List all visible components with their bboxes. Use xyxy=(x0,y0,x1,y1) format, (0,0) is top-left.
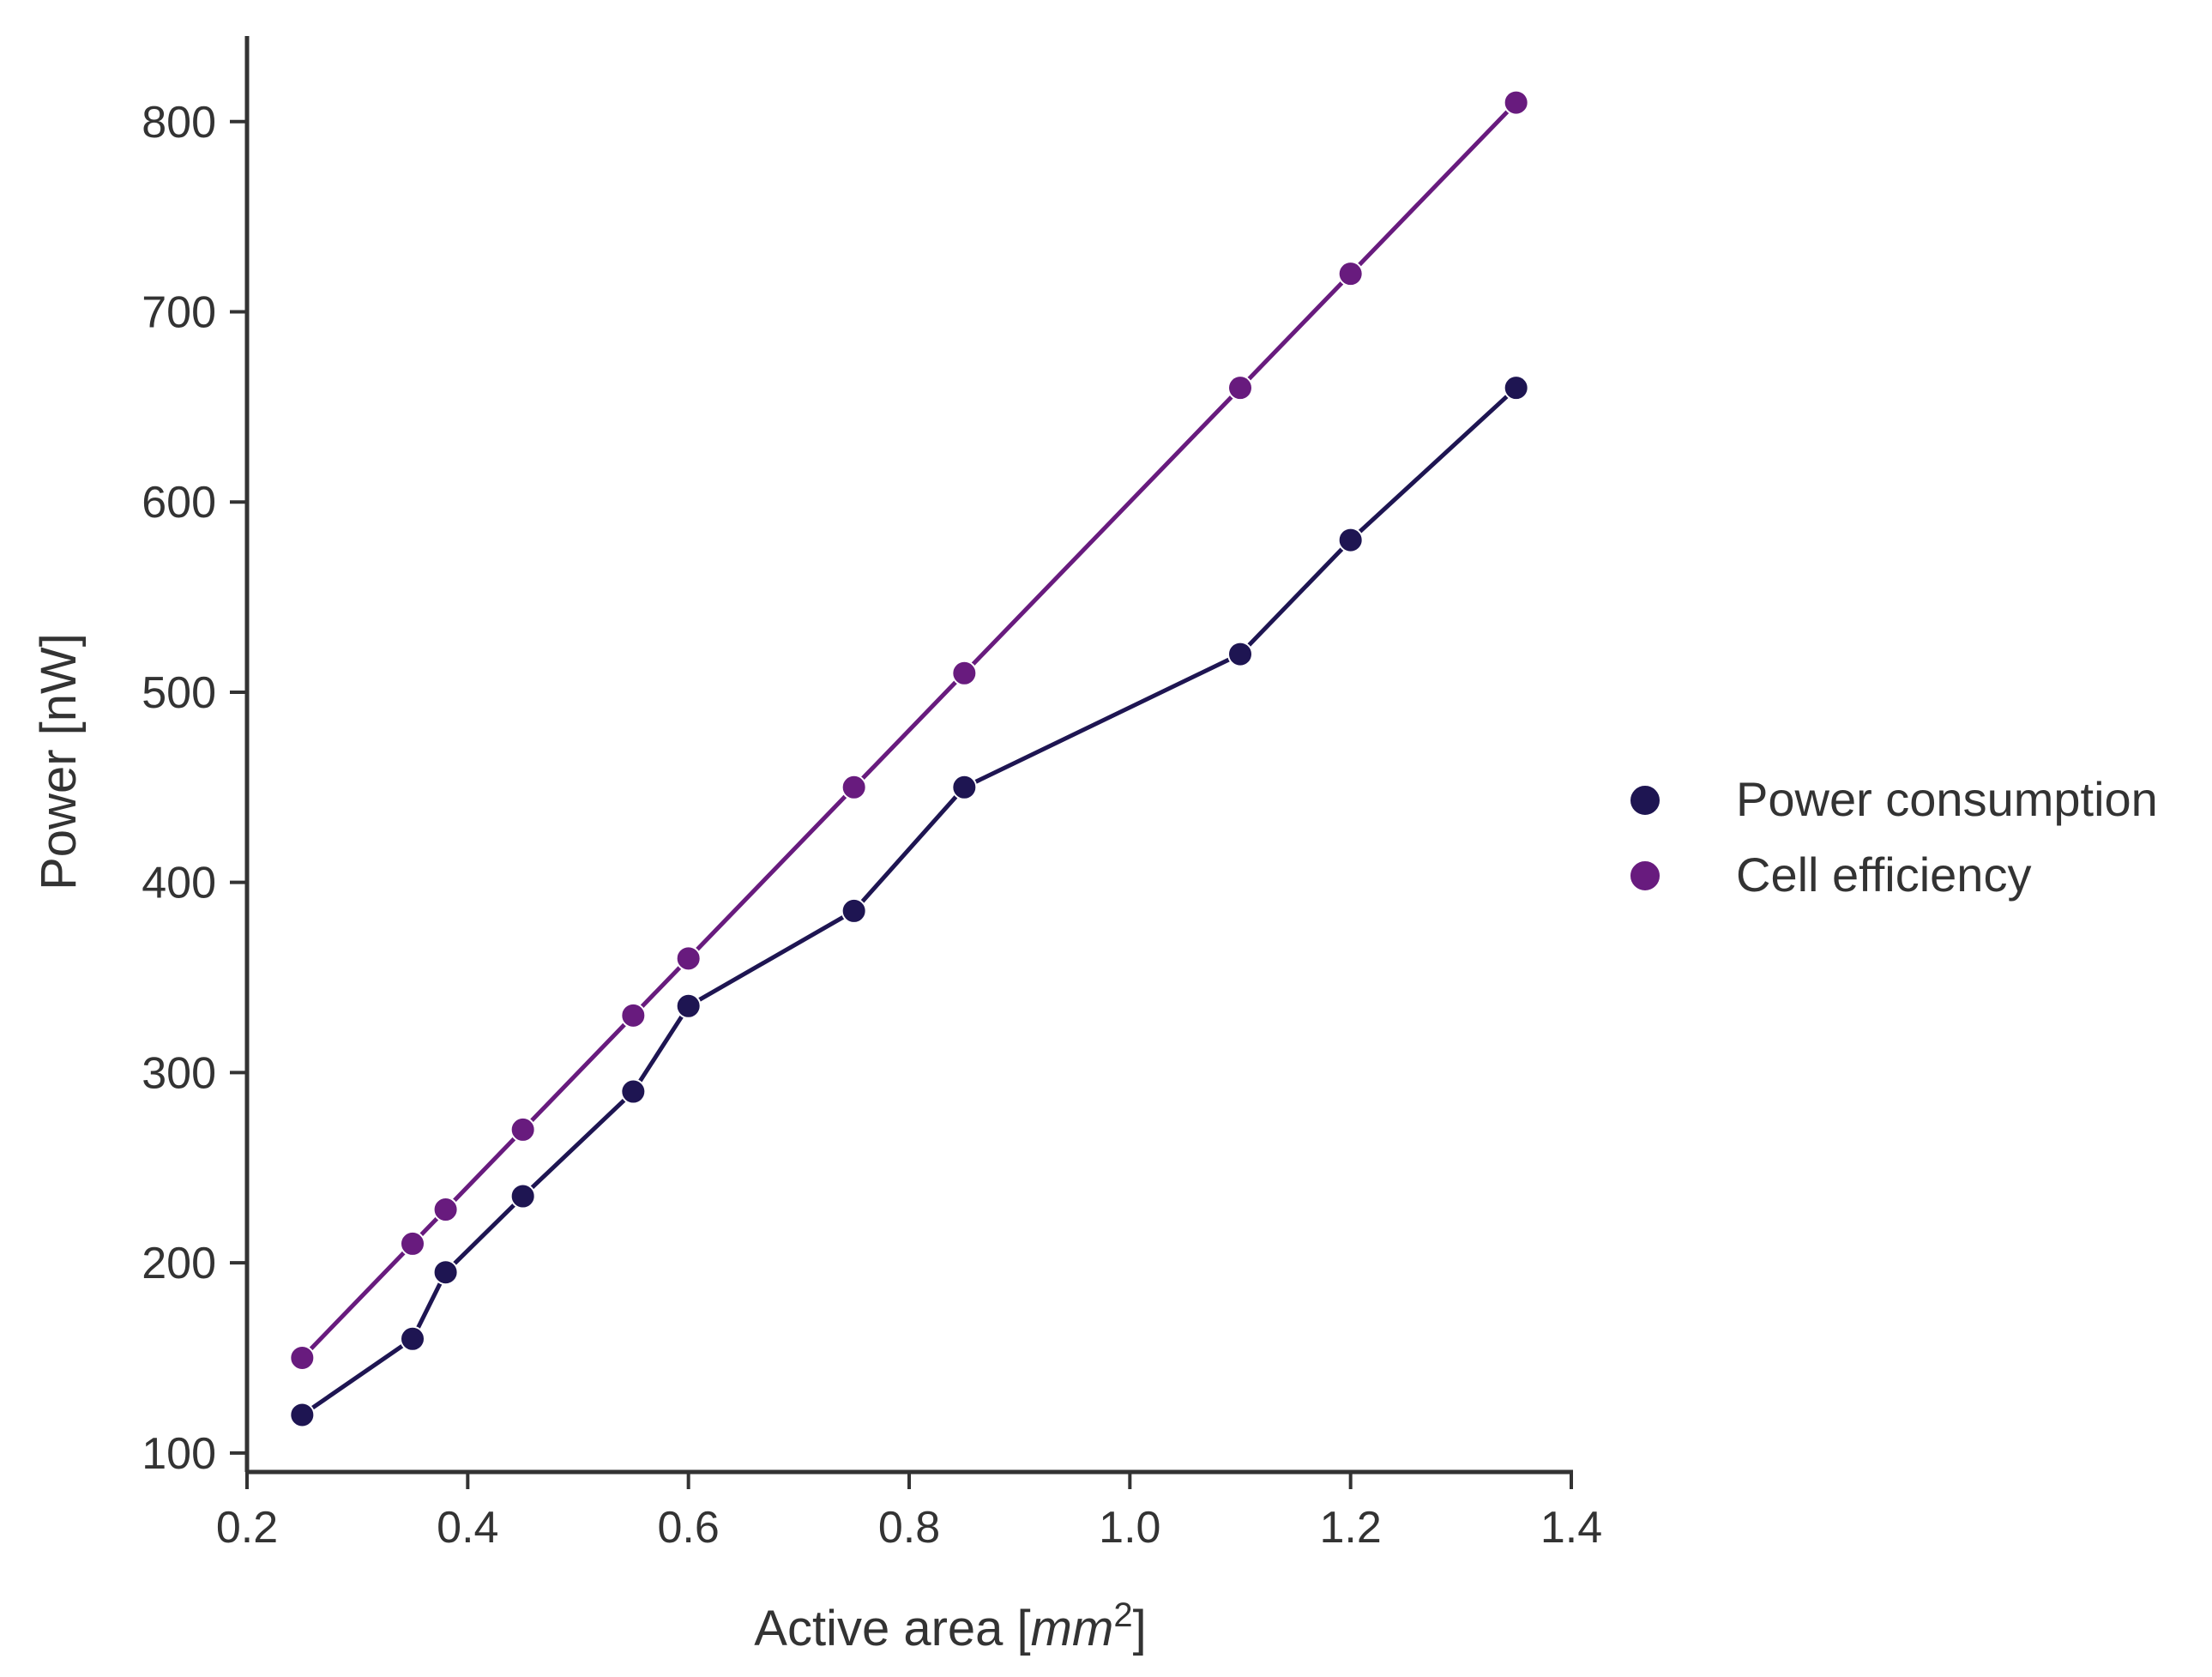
x-tick-label: 0.2 xyxy=(216,1503,278,1553)
data-point xyxy=(289,1344,316,1371)
legend-label: Cell efficiency xyxy=(1736,848,2031,902)
y-tick-label: 700 xyxy=(142,287,216,337)
data-point xyxy=(400,1325,425,1352)
data-point xyxy=(620,1078,647,1105)
y-axis-label: Power [nW] xyxy=(31,633,87,890)
x-tick-label: 0.8 xyxy=(878,1503,940,1553)
y-tick-label: 800 xyxy=(142,98,216,148)
data-point xyxy=(1337,261,1364,287)
data-point xyxy=(432,1197,459,1223)
y-tick-label: 500 xyxy=(142,668,216,718)
data-point xyxy=(509,1116,536,1143)
y-tick-label: 300 xyxy=(142,1048,216,1098)
axes: 0.2 0.4 0.6 0.8 1.0 1.2 1.4 100 200 300 400 500 600 7… xyxy=(142,36,1602,1553)
x-tick-label: 1.0 xyxy=(1099,1503,1160,1553)
data-point xyxy=(509,1183,536,1209)
legend: Power consumption Cell efficiency xyxy=(1629,772,2158,902)
data-point xyxy=(951,660,978,686)
legend-marker xyxy=(1629,860,1661,892)
data-point xyxy=(400,1230,425,1257)
x-tick-label: 1.2 xyxy=(1320,1503,1382,1553)
series-layer xyxy=(289,89,1529,1428)
series-line xyxy=(300,100,1518,1360)
series-cell-efficiency xyxy=(289,89,1529,1371)
data-point xyxy=(289,1402,316,1428)
y-tick-label: 400 xyxy=(142,859,216,908)
x-tick-label: 0.4 xyxy=(437,1503,498,1553)
data-point xyxy=(841,774,867,800)
data-point xyxy=(1227,641,1253,667)
y-tick-label: 100 xyxy=(142,1429,216,1479)
legend-label: Power consumption xyxy=(1736,772,2158,826)
y-tick-label: 600 xyxy=(142,478,216,528)
data-point xyxy=(620,1002,647,1029)
series-power-consumption xyxy=(289,375,1529,1428)
y-tick-label: 200 xyxy=(142,1239,216,1288)
data-point xyxy=(1503,375,1529,401)
data-point xyxy=(1227,375,1253,401)
x-tick-label: 0.6 xyxy=(658,1503,720,1553)
data-point xyxy=(1503,89,1529,116)
data-point xyxy=(432,1259,459,1286)
data-point xyxy=(675,945,702,972)
legend-marker xyxy=(1629,784,1661,817)
x-tick-label: 1.4 xyxy=(1540,1503,1602,1553)
x-axis-label: Active area [mm2] xyxy=(754,1596,1146,1656)
series-line xyxy=(300,386,1518,1417)
data-point xyxy=(1337,527,1364,553)
data-point xyxy=(951,774,978,800)
data-point xyxy=(841,897,867,924)
data-point xyxy=(675,992,702,1019)
